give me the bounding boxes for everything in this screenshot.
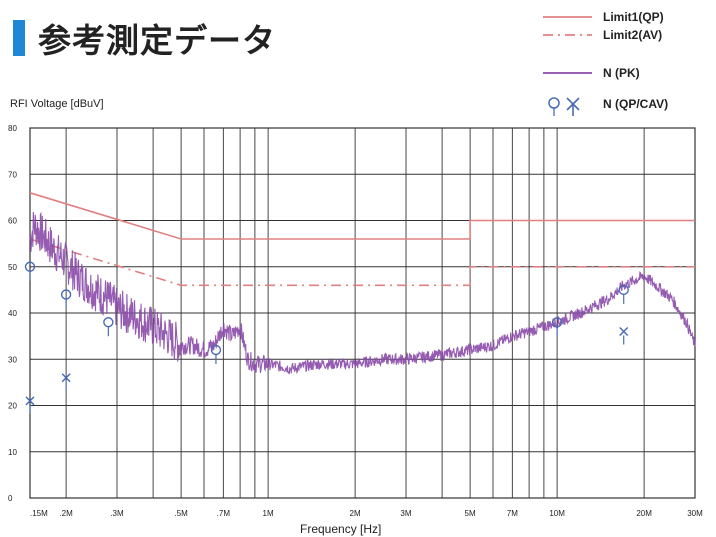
series-lines [29,211,696,375]
limit-line [29,238,695,287]
legend-pk-label: N (PK) [603,66,640,80]
x-tick-label: 3M [400,509,411,518]
x-tick-label: 10M [549,509,565,518]
measurement-markers [24,261,629,414]
cav-marker [61,373,71,383]
page-title: 参考測定データ [38,21,276,60]
legend: Limit1(QP) Limit2(AV) N (PK) N (QP/CAV) [543,10,668,116]
axis-ticks: 0 10 20 30 40 50 60 70 80 .15M .2M .3M .5M .7M 1M 2M 3M 5… [8,124,703,518]
x-tick-label: 7M [507,509,518,518]
title-accent-bar [13,20,25,56]
x-tick-label: .7M [217,509,231,518]
x-tick-label: .5M [174,509,188,518]
x-axis-label: Frequency [Hz] [300,522,382,536]
x-tick-label: 5M [465,509,476,518]
limit-line [29,192,695,240]
cav-marker [25,396,35,406]
x-tick-label: 2M [350,509,361,518]
y-tick-label: 70 [8,170,17,179]
x-tick-label: .3M [110,509,124,518]
legend-qp-circle-icon [548,97,560,109]
legend-limit1-label: Limit1(QP) [603,10,664,24]
x-tick-label: 20M [636,509,652,518]
x-tick-label: .2M [59,509,73,518]
pk-series-line [29,211,696,375]
x-tick-label: 30M [687,509,703,518]
limit-lines [29,192,695,287]
legend-limit2-label: Limit2(AV) [603,28,662,42]
y-tick-label: 0 [8,494,13,503]
y-axis-label: RFI Voltage [dBuV] [10,98,104,110]
y-tick-label: 80 [8,124,17,133]
y-tick-label: 10 [8,448,17,457]
y-tick-label: 60 [8,217,17,226]
y-tick-label: 20 [8,402,17,411]
cav-marker [619,326,629,337]
y-tick-label: 30 [8,355,17,364]
x-tick-label: 1M [263,509,274,518]
x-tick-label: .15M [30,509,48,518]
legend-cav-x-icon [566,97,580,116]
y-tick-label: 50 [8,263,17,272]
y-tick-label: 40 [8,309,17,318]
legend-qpcav-label: N (QP/CAV) [603,97,668,111]
